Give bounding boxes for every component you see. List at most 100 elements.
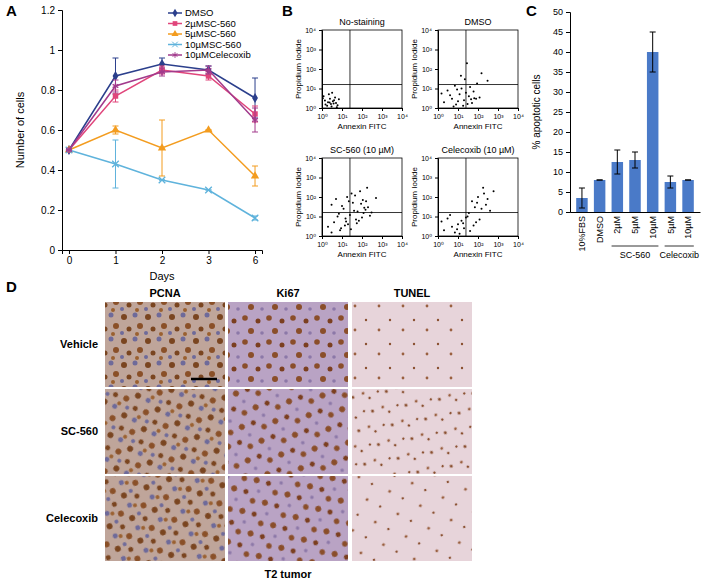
- plot-area: [322, 158, 402, 236]
- point: [333, 103, 335, 105]
- yticks-axis: 00.20.40.60.811.2: [41, 5, 62, 256]
- tick-label: 10⁰: [421, 105, 432, 112]
- legend-item: DMSO: [168, 7, 214, 18]
- point: [461, 88, 463, 90]
- point: [441, 221, 443, 223]
- point: [363, 207, 365, 209]
- plot-area: [438, 30, 518, 108]
- legend-marker: [173, 21, 178, 26]
- tick-label: 10³: [377, 241, 388, 248]
- marker: [206, 67, 212, 74]
- axis-title: Annexin FITC: [454, 250, 503, 259]
- tick-mark: [162, 250, 163, 254]
- tick: 10⁴: [513, 236, 524, 248]
- tick-label: 2: [160, 255, 166, 266]
- tick-mark: [435, 69, 438, 70]
- point: [326, 105, 328, 107]
- tick-label: 10³: [493, 241, 504, 248]
- axis-title: % apoptotic cells: [531, 74, 542, 149]
- marker: [252, 93, 258, 103]
- point: [336, 106, 338, 108]
- point: [335, 198, 337, 200]
- gate-line: [349, 158, 350, 236]
- tick: 10⁴: [421, 27, 438, 34]
- tick-label: 10²: [357, 241, 368, 248]
- point: [469, 86, 471, 88]
- point: [346, 196, 348, 198]
- point: [462, 222, 464, 224]
- micrograph: [352, 476, 472, 561]
- group-bracket: [612, 246, 659, 247]
- tick-label: 20: [553, 127, 563, 137]
- point: [337, 104, 339, 106]
- point: [460, 75, 462, 77]
- point: [481, 208, 483, 210]
- tick-mark: [498, 236, 499, 239]
- tick-label: 10¹: [306, 85, 317, 92]
- tick-label: 50: [553, 7, 563, 17]
- micrograph: [352, 389, 472, 474]
- tick-mark: [478, 236, 479, 239]
- point: [327, 226, 329, 228]
- tick-label: 10³: [493, 113, 504, 120]
- point: [340, 227, 342, 229]
- tick-label: 10²: [422, 194, 433, 201]
- point: [375, 197, 377, 199]
- micrograph: [228, 389, 348, 474]
- tick-label: 1: [49, 45, 55, 56]
- tick: 0.8: [41, 85, 62, 96]
- point: [466, 62, 468, 64]
- legend-label: 10µMCelecoxib: [185, 49, 251, 60]
- point: [333, 221, 335, 223]
- tick: 10⁰: [433, 108, 444, 120]
- tick-label: 10¹: [453, 241, 464, 248]
- tick-label: 10µM: [648, 216, 658, 239]
- tick-mark: [435, 197, 438, 198]
- plot-frame: [322, 158, 402, 236]
- tick-mark: [566, 32, 570, 33]
- point: [353, 210, 355, 212]
- axis-line: [323, 237, 403, 240]
- point: [360, 203, 362, 205]
- yticks-axis: 05101520253035404550: [553, 7, 571, 217]
- axis-title: Annexin FITC: [338, 122, 387, 131]
- tick-mark: [58, 130, 62, 131]
- axis-title: Annexin FITC: [338, 250, 387, 259]
- tick-label: 2µM: [612, 216, 622, 234]
- tick-label: 0.2: [41, 205, 55, 216]
- tick-label: 10⁰: [305, 105, 316, 112]
- tick: 10⁴: [397, 108, 408, 120]
- tick: 2µM: [612, 212, 622, 234]
- error-bar: [667, 176, 673, 188]
- gate-line: [438, 212, 518, 213]
- point: [331, 92, 333, 94]
- point: [457, 100, 459, 102]
- tick: 10³: [377, 108, 388, 120]
- point: [367, 206, 369, 208]
- point: [443, 101, 445, 103]
- point: [363, 212, 365, 214]
- tick: 30: [553, 87, 570, 97]
- axis-line: [566, 13, 571, 213]
- point: [338, 213, 340, 215]
- tick-label: 10³: [306, 46, 317, 53]
- marker: [111, 125, 119, 132]
- tick-mark: [115, 250, 116, 254]
- tick-mark: [435, 89, 438, 90]
- point: [482, 187, 484, 189]
- point: [474, 206, 476, 208]
- axis-line: [63, 251, 263, 255]
- tick: 10²: [357, 108, 368, 120]
- tick-label: 5µM: [666, 216, 676, 234]
- row-label: Celecoxib: [46, 512, 98, 524]
- legend-marker: [173, 52, 178, 58]
- tick-mark: [382, 108, 383, 111]
- tick-mark: [458, 108, 459, 111]
- xticks-axis: 10⁰10¹10²10³10⁴: [317, 108, 408, 120]
- tick: 10²: [422, 66, 438, 73]
- point: [325, 104, 327, 106]
- point: [493, 190, 495, 192]
- point: [354, 194, 356, 196]
- xticks-axis: 10⁰10¹10²10³10⁴: [317, 236, 408, 248]
- point: [337, 216, 339, 218]
